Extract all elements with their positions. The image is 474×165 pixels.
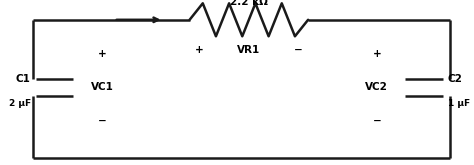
- Text: 2.2 kΩ: 2.2 kΩ: [230, 0, 268, 7]
- Text: C1: C1: [16, 74, 31, 84]
- Text: C2: C2: [448, 74, 463, 84]
- Text: VC2: VC2: [365, 82, 388, 92]
- Text: +: +: [98, 50, 106, 59]
- Text: 1 μF: 1 μF: [448, 99, 470, 108]
- Text: −: −: [294, 45, 303, 54]
- Text: VC1: VC1: [91, 82, 113, 92]
- Text: +: +: [373, 50, 381, 59]
- Text: +: +: [195, 45, 203, 54]
- Text: VR1: VR1: [237, 45, 261, 54]
- Text: −: −: [98, 115, 106, 125]
- Text: −: −: [373, 115, 381, 125]
- Text: 2 μF: 2 μF: [9, 99, 31, 108]
